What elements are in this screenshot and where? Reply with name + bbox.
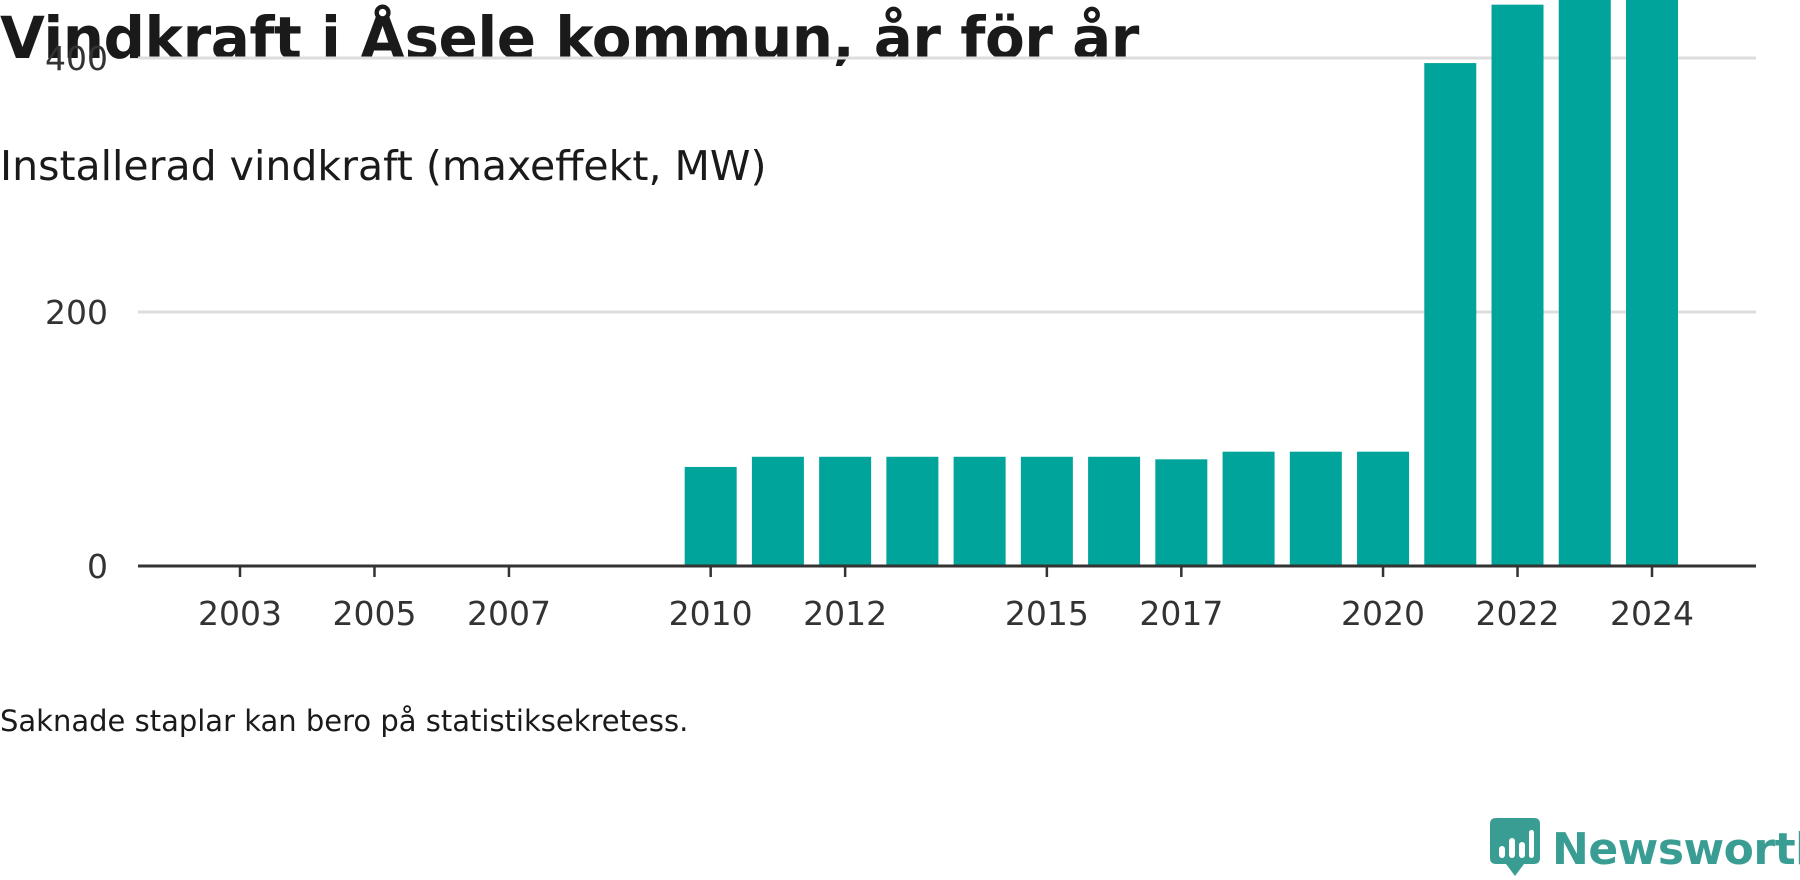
y-tick-label: 400 — [45, 39, 108, 78]
axes: 0 200 400 2003 2005 2007 2010 2012 2015 2017 2020 2… — [45, 39, 1756, 633]
gridlines — [138, 56, 1756, 314]
bar-2022 — [1491, 4, 1544, 567]
brand-name: Newsworthy — [1552, 823, 1800, 875]
bar-chart: 0 200 400 2003 2005 2007 2010 2012 2015 2017 2020 2… — [45, 0, 1756, 633]
x-tick-label: 2024 — [1610, 594, 1694, 633]
bar-2017 — [1155, 459, 1208, 566]
x-tick-label: 2015 — [1005, 594, 1089, 633]
x-tick-label: 2010 — [669, 594, 753, 633]
x-tick-label: 2012 — [803, 594, 887, 633]
newsworthy-logo: Newsworthy — [1490, 818, 1800, 880]
y-tick-label: 0 — [87, 547, 108, 586]
bar-2020 — [1357, 451, 1410, 566]
bar-2019 — [1289, 451, 1342, 566]
bar-2013 — [886, 456, 939, 566]
x-tick-label: 2003 — [198, 594, 282, 633]
y-tick-label: 200 — [45, 293, 108, 332]
bars — [684, 0, 1678, 567]
bar-2018 — [1222, 451, 1275, 566]
x-tick-label: 2017 — [1139, 594, 1223, 633]
bar-2021 — [1424, 63, 1477, 567]
bar-2010 — [684, 466, 737, 566]
chart-title: Vindkraft i Åsele kommun, år för år — [0, 4, 1139, 72]
bar-2011 — [751, 456, 804, 566]
x-tick-label: 2007 — [467, 594, 551, 633]
chart-subtitle: Installerad vindkraft (maxeffekt, MW) — [0, 142, 767, 190]
bar-2012 — [819, 456, 872, 566]
bar-2016 — [1088, 456, 1141, 566]
bar-2015 — [1020, 456, 1073, 566]
bar-2023 — [1558, 0, 1611, 567]
x-tick-label: 2022 — [1476, 594, 1560, 633]
bar-2014 — [953, 456, 1006, 566]
footnote: Saknade staplar kan bero på statistiksek… — [0, 704, 689, 738]
bar-2024 — [1626, 0, 1678, 567]
x-tick-label: 2020 — [1341, 594, 1425, 633]
newsworthy-chat-bar-icon — [1490, 818, 1540, 876]
x-tick-label: 2005 — [332, 594, 416, 633]
